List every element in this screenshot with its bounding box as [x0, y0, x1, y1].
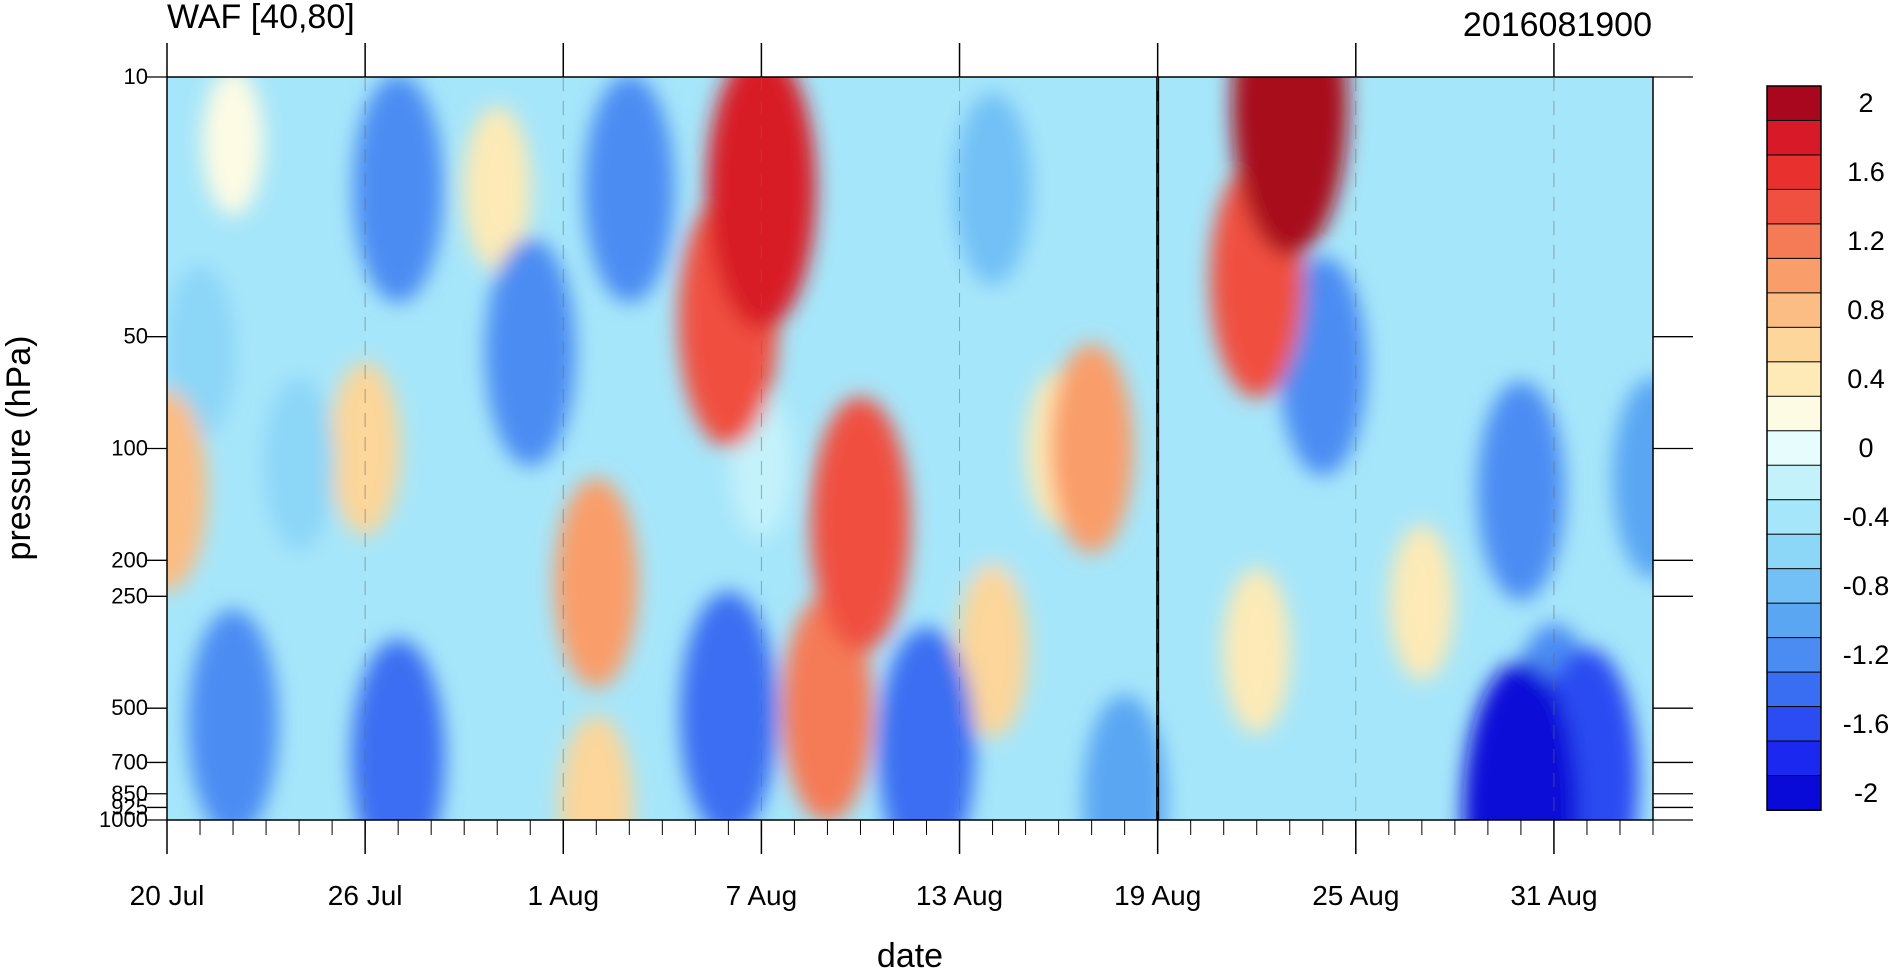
colorbar-tick-label: -1.2 [1843, 640, 1889, 670]
colorbar-swatch [1766, 292, 1822, 329]
colorbar: 2 1.6 1.2 0.8 0.4 0 -0.4 -0.8 -1.2 -1.6 -2 [1766, 85, 1889, 811]
x-tick-label: 7 Aug [726, 880, 798, 911]
contour-blob [1222, 568, 1291, 734]
colorbar-swatch [1766, 188, 1822, 225]
contour-blob [679, 591, 777, 820]
y-tick-label: 50 [124, 324, 148, 349]
contour-blob [1462, 661, 1579, 820]
chart-title-left: WAF [40,80] [167, 0, 355, 36]
contour-blob [810, 396, 911, 652]
colorbar-swatch [1766, 602, 1822, 639]
x-tick-label: 31 Aug [1510, 880, 1597, 911]
contour-field [167, 77, 1653, 820]
x-tick-label: 13 Aug [916, 880, 1003, 911]
colorbar-swatch [1766, 119, 1822, 156]
colorbar-frame [1766, 85, 1822, 811]
colorbar-swatch [1766, 775, 1822, 811]
contour-blob [1049, 343, 1134, 554]
contour-blob [554, 477, 639, 688]
colorbar-tick-label: 1.2 [1847, 226, 1885, 256]
colorbar-tick-label: -0.8 [1843, 571, 1889, 601]
contour-blob [559, 715, 634, 820]
colorbar-tick-label: 0.4 [1847, 364, 1885, 394]
contour-blob [584, 77, 675, 303]
colorbar-tick-label: 1.6 [1847, 157, 1885, 187]
y-tick-label: 1000 [99, 807, 148, 832]
colorbar-swatch [1766, 464, 1822, 501]
colorbar-swatch [1766, 568, 1822, 605]
contour-blob [463, 106, 532, 272]
contour-blob [1612, 377, 1653, 579]
colorbar-swatch [1766, 430, 1822, 467]
contour-blob [167, 390, 208, 592]
colorbar-tick-label: -0.4 [1843, 502, 1889, 532]
chart-title-right: 2016081900 [1463, 6, 1652, 44]
y-tick-label: 200 [111, 547, 148, 572]
colorbar-swatch [1766, 223, 1822, 260]
colorbar-swatch [1766, 740, 1822, 777]
x-axis: 20 Jul 26 Jul 1 Aug 7 Aug 13 Aug 19 Aug 25 Aug… [130, 43, 1654, 911]
contour-blob [1477, 381, 1565, 601]
colorbar-swatch [1766, 671, 1822, 708]
colorbar-swatch [1766, 533, 1822, 570]
y-tick-label: 250 [111, 583, 148, 608]
y-tick-label: 100 [111, 436, 148, 461]
field-features [167, 77, 1653, 820]
contour-blob [352, 77, 444, 303]
y-tick-label: 500 [111, 695, 148, 720]
colorbar-tick-label: 2 [1858, 88, 1873, 118]
colorbar-swatch [1766, 706, 1822, 743]
colorbar-swatch [1766, 154, 1822, 191]
y-tick-label: 850 [111, 781, 148, 806]
colorbar-swatch [1766, 85, 1822, 122]
contour-blob [1455, 176, 1521, 333]
x-tick-label: 26 Jul [328, 880, 403, 911]
y-axis-label: pressure (hPa) [0, 336, 38, 561]
x-tick-label: 19 Aug [1114, 880, 1201, 911]
colorbar-swatch [1766, 361, 1822, 398]
colorbar-swatch [1766, 257, 1822, 294]
contour-blob [167, 265, 236, 440]
contour-blob [1082, 694, 1167, 820]
y-tick-label: 925 [111, 794, 148, 819]
contour-blob [953, 92, 1032, 285]
colorbar-tick-label: -2 [1854, 778, 1878, 808]
colorbar-swatch [1766, 637, 1822, 674]
contour-blob [187, 609, 279, 820]
colorbar-swatch [1766, 326, 1822, 363]
contour-blob [956, 563, 1029, 738]
contour-blob [878, 627, 975, 820]
contour-blob [263, 376, 335, 551]
y-tick-label: 700 [111, 749, 148, 774]
contour-blob [782, 594, 873, 820]
colorbar-tick-label: -1.6 [1843, 709, 1889, 739]
colorbar-swatch [1766, 499, 1822, 536]
x-tick-label: 20 Jul [130, 880, 205, 911]
contour-blob [1231, 77, 1348, 257]
x-tick-label: 25 Aug [1312, 880, 1399, 911]
contour-blob [351, 639, 445, 820]
x-axis-label: date [877, 937, 943, 968]
colorbar-tick-label: 0 [1858, 433, 1873, 463]
contour-blob [1389, 524, 1455, 681]
colorbar-swatch [1766, 395, 1822, 432]
contour-blob [202, 77, 264, 216]
x-tick-label: 1 Aug [527, 880, 599, 911]
contour-blob [485, 238, 576, 467]
y-tick-label: 10 [124, 64, 148, 89]
colorbar-tick-label: 0.8 [1847, 295, 1885, 325]
